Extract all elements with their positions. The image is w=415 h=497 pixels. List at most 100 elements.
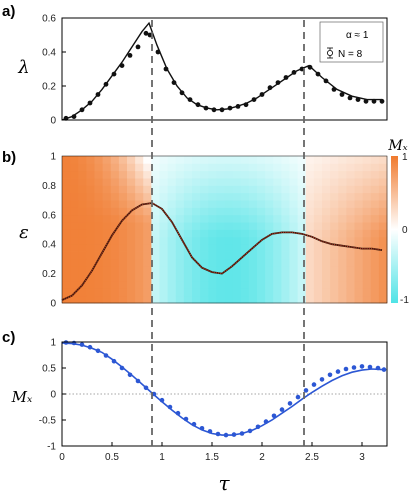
heatmap-cell (362, 251, 372, 260)
panel-a-ytick-label: 0.2 (42, 82, 56, 93)
heatmap-cell (313, 200, 323, 208)
panel-c-data-point (167, 404, 173, 410)
heatmap-cell (354, 258, 364, 267)
panel-c-data-point (327, 372, 333, 378)
heatmap-cell (70, 185, 79, 194)
heatmap-cell (354, 266, 364, 274)
heatmap-cell (297, 244, 307, 252)
heatmap-cell (143, 273, 152, 282)
heatmap-cell (257, 244, 266, 252)
heatmap-cell (143, 192, 152, 201)
heatmap-cell (281, 244, 290, 252)
heatmap-cell (94, 207, 104, 216)
heatmap-cell (200, 207, 209, 216)
heatmap-cell (265, 273, 274, 282)
heatmap-cell (159, 266, 169, 274)
panel-a-data-point (187, 97, 193, 102)
heatmap-cell (305, 236, 315, 245)
heatmap-cell (305, 244, 315, 252)
heatmap-cell (78, 214, 87, 223)
heatmap-cell (248, 273, 258, 282)
heatmap-cell (248, 170, 258, 179)
panel-c-xtick-label: 1 (159, 452, 165, 463)
panel-a-ytick-label: 0.4 (42, 48, 56, 59)
heatmap-cell (192, 244, 201, 252)
heatmap-cell (183, 244, 193, 252)
heatmap-cell (159, 280, 169, 289)
panel-a-data-point (203, 105, 209, 111)
heatmap-cell (338, 178, 347, 186)
heatmap-cell (200, 273, 209, 282)
heatmap-cell (86, 236, 95, 245)
heatmap-cell (232, 185, 242, 194)
heatmap-cell (118, 295, 128, 304)
heatmap-cell (159, 214, 169, 223)
panel-c-ylabel: Mₓ (11, 388, 33, 406)
heatmap-cell (265, 244, 274, 252)
panel-a-data-point (155, 49, 161, 55)
heatmap-cell (143, 207, 152, 216)
heatmap-cell (338, 207, 347, 216)
heatmap-cell (102, 273, 112, 282)
heatmap-cell (313, 236, 323, 245)
heatmap-cell (224, 178, 234, 186)
heatmap-cell (110, 280, 120, 289)
heatmap-cell (257, 214, 266, 223)
heatmap-cell (338, 273, 347, 282)
heatmap-cell (135, 288, 144, 297)
panel-c-xtick-label: 0 (59, 452, 65, 463)
heatmap-cell (78, 170, 87, 179)
heatmap-cell (151, 192, 160, 201)
heatmap-cell (183, 163, 193, 172)
heatmap-cell (192, 229, 201, 238)
panel-c-data-point (359, 364, 365, 369)
heatmap-cell (159, 251, 169, 260)
heatmap-cell (281, 288, 290, 297)
panel-b-ytick-label: 0.6 (42, 210, 56, 221)
heatmap-cell (102, 288, 112, 297)
heatmap-cell (362, 236, 372, 245)
heatmap-cell (297, 288, 307, 297)
panel-c-data-point (111, 358, 117, 364)
panel-a-data-point (259, 92, 265, 97)
heatmap-cell (200, 192, 209, 201)
heatmap-cell (200, 295, 209, 304)
heatmap-cell (70, 156, 79, 164)
panel-c-data-point (351, 365, 357, 370)
heatmap-cell (78, 236, 87, 245)
heatmap-cell (110, 222, 120, 230)
heatmap-cell (281, 207, 290, 216)
heatmap-cell (192, 178, 201, 186)
heatmap-cell (248, 251, 258, 260)
heatmap-cell (322, 251, 331, 260)
heatmap-cell (151, 214, 160, 223)
heatmap-cell (354, 185, 364, 194)
heatmap-cell (175, 273, 185, 282)
heatmap-cell (175, 258, 185, 267)
heatmap-cell (346, 236, 355, 245)
panel-c-data-point (87, 344, 93, 350)
heatmap-cell (110, 295, 120, 304)
heatmap-cell (322, 288, 331, 297)
heatmap-cell (167, 222, 177, 230)
heatmap-cell (362, 229, 372, 238)
heatmap-cell (281, 170, 290, 179)
heatmap-cell (322, 200, 331, 208)
panel-a-data-point (251, 97, 257, 102)
heatmap-cell (192, 236, 201, 245)
heatmap-cell (127, 229, 136, 238)
heatmap-cell (265, 207, 274, 216)
heatmap-cell (378, 185, 388, 194)
heatmap-cell (305, 156, 315, 164)
heatmap-cell (273, 295, 282, 304)
heatmap-cell (240, 280, 250, 289)
heatmap-cell (370, 192, 380, 201)
panel-a-data-point (379, 98, 385, 104)
heatmap-cell (167, 192, 177, 201)
heatmap-cell (346, 170, 355, 179)
heatmap-cell (78, 192, 87, 201)
heatmap-cell (322, 222, 331, 230)
heatmap-cell (338, 163, 347, 172)
heatmap-cell (135, 178, 144, 186)
heatmap-cell (362, 185, 372, 194)
